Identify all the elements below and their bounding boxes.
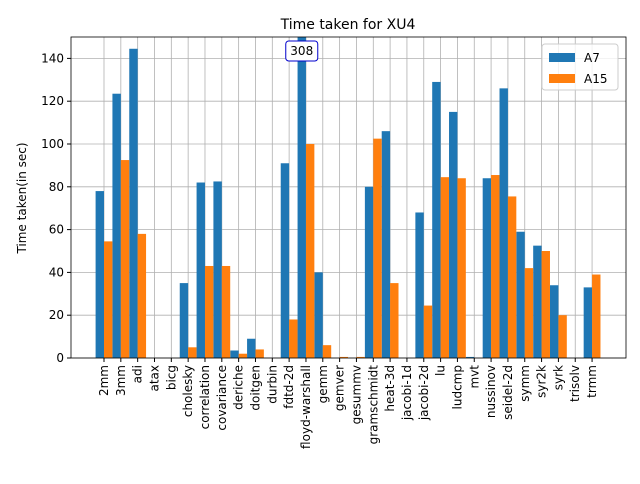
bar: [449, 111, 458, 358]
legend-swatch: [549, 53, 575, 62]
x-tick-label: syrk: [551, 365, 565, 390]
bar: [179, 283, 189, 358]
bar: [558, 315, 567, 358]
bar: [247, 338, 256, 358]
x-tick-label: mvt: [467, 365, 481, 389]
x-tick-label: symm: [518, 365, 532, 402]
x-tick-label: gemver: [333, 365, 347, 411]
bar: [465, 356, 475, 358]
bar: [305, 144, 315, 358]
x-tick-label: seidel-2d: [501, 365, 515, 420]
bar: [230, 350, 239, 358]
x-tick-label: syr2k: [535, 365, 549, 398]
bar: [390, 283, 399, 358]
bar: [297, 37, 306, 358]
bar: [507, 196, 517, 358]
bar: [322, 345, 332, 358]
y-tick-label: 60: [49, 223, 64, 237]
annotation-box: [285, 40, 319, 62]
bar: [541, 251, 550, 358]
y-tick-label: 20: [49, 308, 64, 322]
bar: [238, 353, 248, 358]
bar: [533, 245, 542, 358]
bar: [95, 191, 104, 358]
bar: [364, 186, 374, 358]
x-tick-label: doitgen: [248, 365, 262, 411]
bar: [204, 265, 214, 358]
x-tick-label: trisolv: [568, 365, 582, 402]
bar: [381, 131, 391, 358]
x-tick-label: heat-3d: [383, 365, 397, 412]
x-tick-label: gramschmidt: [366, 365, 380, 445]
x-tick-label: ludcmp: [450, 365, 464, 409]
bar: [213, 181, 222, 358]
legend-label: A15: [584, 72, 607, 86]
chart-title: Time taken for XU4: [280, 17, 416, 33]
x-tick-label: durbin: [265, 365, 279, 404]
bar: [423, 305, 433, 358]
x-tick-label: jacobi-1d: [400, 365, 414, 421]
bars: [95, 37, 601, 358]
bar: [583, 287, 593, 358]
annotation: 308: [290, 44, 313, 58]
bar: [516, 231, 525, 358]
bar: [280, 163, 290, 358]
bar: [120, 160, 130, 358]
bar: [373, 138, 382, 358]
bar: [137, 233, 147, 358]
y-tick-label: 40: [49, 265, 64, 279]
x-tick-label: covariance: [215, 365, 229, 431]
x-tick-label: cholesky: [181, 365, 195, 417]
bar: [440, 177, 449, 358]
bar: [432, 81, 441, 358]
bar: [104, 241, 113, 358]
x-tick-label: 3mm: [114, 365, 128, 396]
x-tick-label: floyd-warshall: [299, 365, 313, 449]
x-tick-label: 2mm: [97, 365, 111, 396]
x-tick-label: jacobi-2d: [417, 365, 431, 421]
legend-swatch: [549, 74, 575, 83]
bar: [415, 212, 424, 358]
y-tick-label: 0: [56, 351, 64, 365]
x-tick-label: adi: [131, 365, 145, 383]
x-tick-label: gemm: [316, 365, 330, 403]
y-tick-label: 120: [41, 94, 64, 108]
x-tick-label: lu: [434, 365, 448, 376]
bar: [499, 88, 508, 358]
x-tick-label: atax: [147, 365, 161, 392]
bar: [196, 182, 205, 358]
x-tick-label: nussinov: [484, 365, 498, 418]
bar: [491, 175, 500, 358]
y-tick-label: 80: [49, 180, 64, 194]
bar: [339, 356, 349, 358]
bar: [289, 319, 298, 358]
bar: [129, 48, 138, 358]
x-tick-label: gesummv: [349, 365, 363, 424]
bar: [314, 272, 323, 358]
y-axis-label: Time taken(in sec): [15, 142, 29, 254]
bar: [221, 265, 231, 358]
bar: [482, 178, 492, 358]
bar: [188, 347, 197, 358]
x-tick-label: fdtd-2d: [282, 365, 296, 409]
bar: [524, 268, 534, 358]
bar: [255, 349, 264, 358]
x-tick-label: correlation: [198, 365, 212, 429]
y-tick-label: 100: [41, 137, 64, 151]
legend-label: A7: [584, 51, 600, 65]
x-tick-label: trmm: [585, 365, 599, 398]
bar: [550, 285, 559, 358]
plot-frame: [70, 36, 627, 359]
bar: [356, 356, 365, 358]
bar: [457, 178, 466, 358]
bar: [112, 93, 121, 358]
y-tick-label: 140: [41, 51, 64, 65]
x-tick-label: deriche: [232, 365, 246, 410]
bar: [592, 274, 601, 358]
x-tick-label: bicg: [164, 365, 178, 390]
